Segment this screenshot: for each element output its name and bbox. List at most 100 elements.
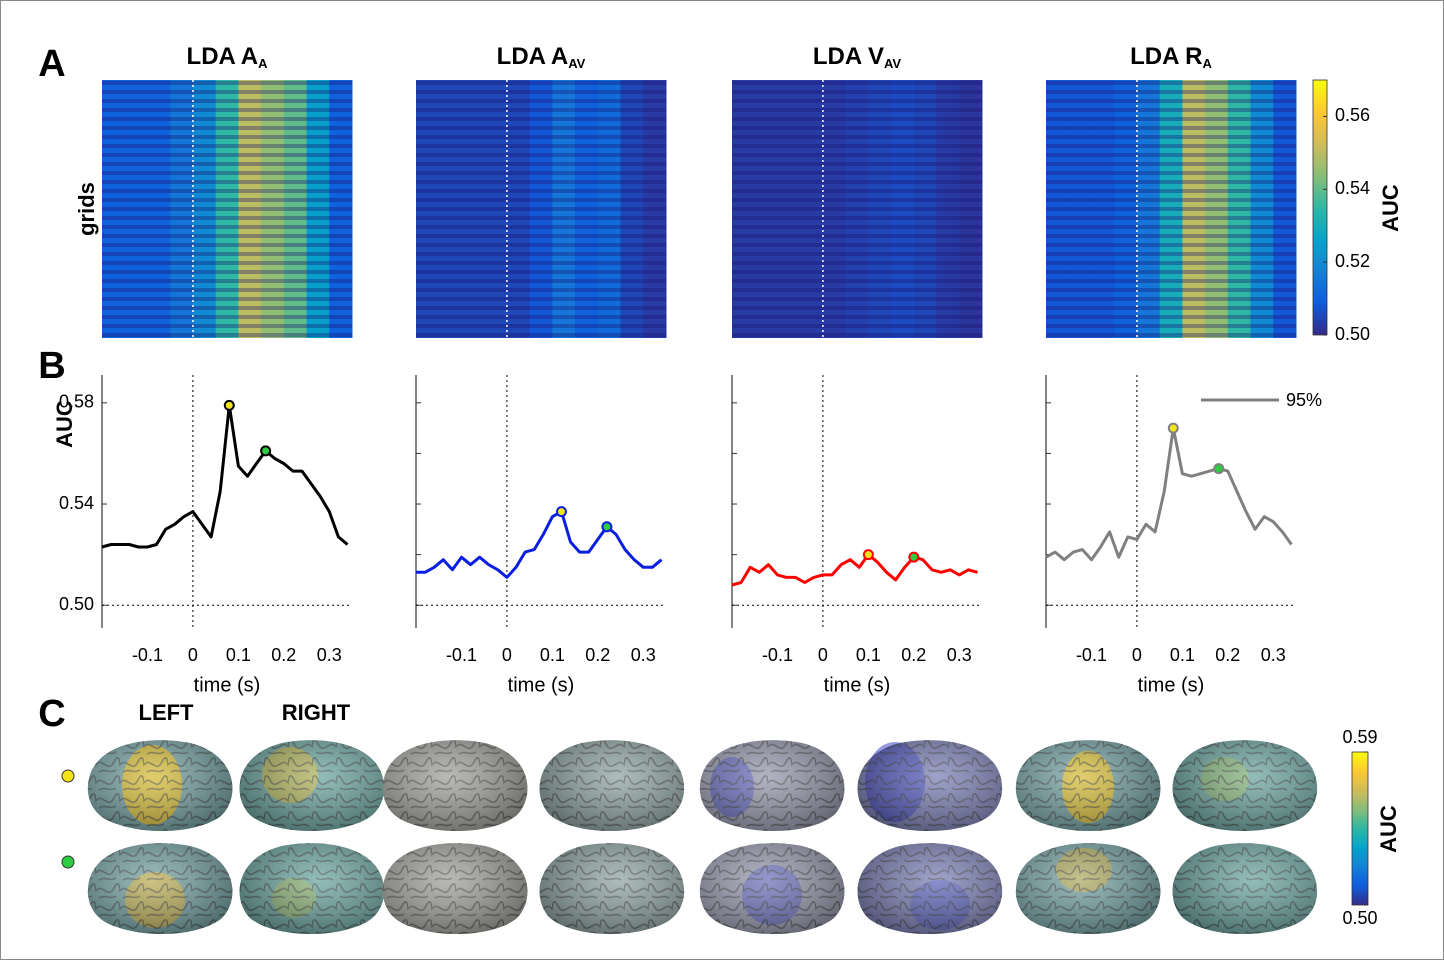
peak-marker [1169, 424, 1178, 433]
brain-shade [700, 740, 845, 831]
x-tick-label: 0.2 [901, 645, 926, 665]
title-subscript: A [1203, 56, 1213, 71]
y-axis-label: grids [74, 182, 99, 236]
brain-render [540, 740, 685, 831]
row-texture [416, 80, 666, 338]
colorbar [1352, 752, 1368, 905]
x-tick-label: 0.3 [947, 645, 972, 665]
x-tick-label: 0 [1132, 645, 1142, 665]
brain-shade [858, 740, 1003, 831]
colorbar-tick-label: 0.59 [1342, 727, 1377, 747]
brain-render [700, 740, 845, 831]
brain-render [858, 843, 1003, 934]
series-line [732, 555, 978, 585]
title-main: LDA R [1130, 43, 1202, 70]
brain-render [383, 843, 528, 934]
x-tick-label: 0.2 [1215, 645, 1240, 665]
brain-shade [383, 843, 528, 934]
colorbar-label: AUC [1378, 184, 1403, 232]
colorbar-tick-label: 0.50 [1335, 324, 1370, 344]
brain-shade [540, 843, 685, 934]
x-tick-label: 0.3 [1261, 645, 1286, 665]
x-tick-label: -0.1 [132, 645, 163, 665]
x-tick-label: 0.1 [226, 645, 251, 665]
y-tick-label: 0.50 [59, 594, 94, 614]
chart-title: LDA AA [187, 43, 269, 71]
chart-title: LDA RA [1130, 43, 1212, 71]
x-tick-label: -0.1 [1076, 645, 1107, 665]
chart-title: LDA AAV [497, 43, 586, 71]
title-main: LDA A [497, 43, 569, 70]
hemisphere-label: LEFT [139, 700, 195, 725]
hemisphere-label: RIGHT [282, 700, 351, 725]
colorbar [1313, 80, 1327, 335]
brain-render [88, 740, 233, 831]
brain-shade [88, 843, 233, 934]
title-subscript: AV [568, 56, 585, 71]
colorbar-tick-label: 0.56 [1335, 105, 1370, 125]
brain-shade [383, 740, 528, 831]
brain-shade [1173, 843, 1318, 934]
brain-render [1016, 740, 1161, 831]
x-tick-label: 0.3 [631, 645, 656, 665]
brain-shade [240, 740, 385, 831]
x-axis-label: time (s) [1138, 674, 1205, 696]
peak-marker [864, 550, 873, 559]
row-marker [62, 856, 74, 868]
brain-shade [858, 843, 1003, 934]
x-tick-label: 0.1 [540, 645, 565, 665]
peak-marker [909, 553, 918, 562]
brain-render [240, 843, 385, 934]
title-main: LDA V [813, 43, 884, 70]
peak-marker [261, 446, 270, 455]
title-subscript: A [258, 56, 268, 71]
x-tick-label: 0 [188, 645, 198, 665]
peak-marker [602, 522, 611, 531]
y-axis-label: AUC [52, 400, 77, 448]
x-tick-label: 0.2 [271, 645, 296, 665]
x-tick-label: 0.1 [856, 645, 881, 665]
brain-render [383, 740, 528, 831]
brain-shade [1016, 843, 1161, 934]
row-texture [102, 80, 352, 338]
series-line [1046, 428, 1292, 560]
x-axis-label: time (s) [824, 674, 891, 696]
brain-render [88, 843, 233, 934]
figure: A B C LEFT RIGHT LDA AAgridsLDA AAVLDA V… [0, 0, 1444, 960]
brain-render [1173, 740, 1318, 831]
brain-render [1173, 843, 1318, 934]
title-main: LDA A [187, 43, 259, 70]
panel-label: A [38, 43, 65, 85]
brain-render [1016, 843, 1161, 934]
y-tick-label: 0.54 [59, 493, 94, 513]
brain-render [540, 843, 685, 934]
panel-label: C [38, 693, 65, 735]
x-axis-label: time (s) [194, 674, 261, 696]
row-texture [1046, 80, 1296, 338]
colorbar-tick-label: 0.54 [1335, 178, 1370, 198]
colorbar-tick-label: 0.50 [1342, 908, 1377, 928]
series-line [416, 512, 662, 578]
brain-shade [240, 843, 385, 934]
brain-shade [88, 740, 233, 831]
peak-marker [1214, 464, 1223, 473]
peak-marker [225, 401, 234, 410]
peak-marker [557, 507, 566, 516]
title-subscript: AV [884, 56, 901, 71]
legend-label: 95% [1286, 390, 1322, 410]
colorbar-label: AUC [1376, 805, 1401, 853]
series-line [102, 405, 348, 547]
brain-shade [1016, 740, 1161, 831]
colorbar-tick-label: 0.52 [1335, 251, 1370, 271]
x-axis-label: time (s) [508, 674, 575, 696]
brain-shade [1173, 740, 1318, 831]
brain-shade [540, 740, 685, 831]
x-tick-label: 0 [502, 645, 512, 665]
x-tick-label: 0.3 [317, 645, 342, 665]
x-tick-label: -0.1 [762, 645, 793, 665]
x-tick-label: 0 [818, 645, 828, 665]
x-tick-label: -0.1 [446, 645, 477, 665]
chart-title: LDA VAV [813, 43, 902, 71]
panel-label: B [38, 345, 65, 387]
page: A B C LEFT RIGHT LDA AAgridsLDA AAVLDA V… [0, 0, 1444, 960]
